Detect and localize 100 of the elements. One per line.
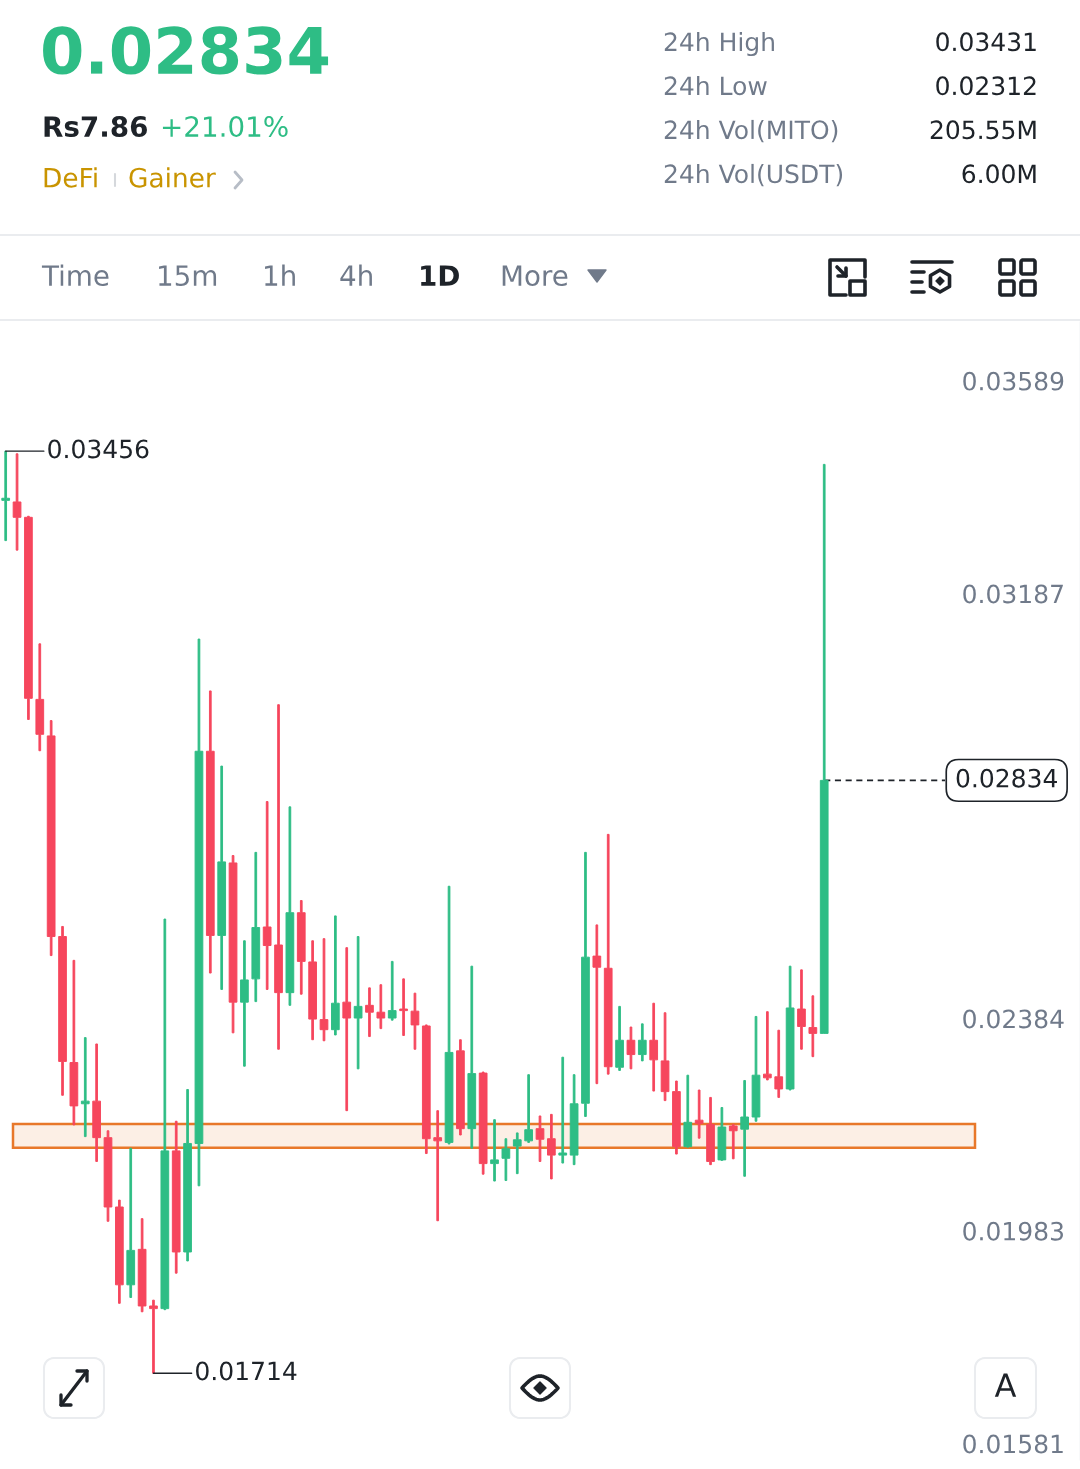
candlestick [603,833,613,1075]
candlestick [285,806,295,1006]
candlestick [751,1015,761,1122]
text: Gainer [129,167,216,188]
candlestick [103,1130,113,1222]
candlestick [205,690,215,974]
candlestick [240,940,249,1067]
annotation: 0.03456 [48,439,149,459]
candlestick [80,1037,90,1138]
candlestick [58,925,67,1096]
candlestick [319,938,329,1042]
candlestick [660,1012,670,1102]
candlestick [149,1299,158,1374]
candlestick [694,1089,704,1139]
candlestick [353,936,363,1070]
candlestick [251,851,261,1003]
candlestick [478,1071,488,1175]
candlestick [1,450,11,542]
candlestick [126,1147,136,1298]
candlestick [274,704,283,1050]
candlestick [433,1110,443,1222]
candlestick [456,1039,465,1136]
candlestick [160,918,170,1311]
candlestick [12,453,22,551]
candlestick [35,643,45,752]
y-tick-label: 0.03589 [963,371,1064,391]
candlestick [376,984,386,1030]
text: Rs7.86 [44,116,147,138]
text: 0.02834 [43,26,329,75]
candlestick [46,720,56,957]
candlestick [399,978,408,1036]
candlestick [194,638,204,1187]
candlestick [183,1089,192,1262]
candlestick [342,947,352,1112]
candlestick [421,1024,431,1155]
candlestick [69,959,79,1126]
candlestick [728,1123,738,1160]
candlestick [649,1002,659,1092]
candlestick [558,1056,568,1164]
candlestick [444,885,454,1145]
candlestick [535,1115,545,1162]
candlestick [137,1218,147,1313]
candlestick [569,1074,579,1166]
text: 0.03431 [936,32,1036,52]
text: Time [41,264,109,287]
text: 6.00M [962,164,1036,184]
text: 15m [159,265,217,287]
y-tick-label: 0.03187 [963,584,1063,604]
y-tick-label: 0.02384 [963,1009,1064,1029]
text: DeFi [44,167,97,188]
ref-line-label: 0.02834 [956,768,1057,788]
candlestick [615,1005,624,1071]
candlestick [547,1113,556,1180]
text: 0.02312 [936,76,1036,96]
text: 205.55M [930,120,1036,140]
candlestick [774,1029,784,1098]
text: 24h Vol(USDT) [664,163,843,187]
candlestick [92,1043,101,1162]
candlestick [171,1120,181,1274]
candlestick [262,801,272,990]
candlestick [365,987,374,1038]
text: 4h [340,264,372,286]
annotation: A [994,1373,1017,1397]
text: 1h [265,264,295,286]
candlestick [331,915,340,1036]
candlestick [217,765,227,990]
candlestick [410,992,420,1050]
candlestick [637,1023,647,1062]
candlestick [512,1132,522,1175]
candlestick [763,1011,772,1081]
candlestick [740,1080,749,1177]
candlestick [490,1119,499,1182]
candlestick [808,995,818,1058]
candlestick [626,1026,636,1070]
candlestick [819,463,829,1034]
candlestick [706,1096,715,1166]
candlestick [797,969,806,1050]
candlestick [228,855,238,1034]
text: 24h High [664,31,774,57]
candlestick [115,1199,124,1304]
text: More [502,265,568,287]
candlestick [592,924,602,1085]
text: +21.01% [162,116,288,138]
text: 24h Low [664,75,767,96]
annotation: 0.01714 [196,1361,297,1381]
candlestick [24,515,33,720]
candlestick [467,965,477,1149]
candlestick [387,960,397,1021]
candlestick [785,965,795,1091]
candlestick [296,900,306,995]
text: 1D [421,265,459,286]
candlestick [308,940,317,1041]
candlestick [717,1106,727,1161]
candlestick [683,1074,693,1148]
y-tick-label: 0.01581 [963,1434,1063,1454]
candlestick [672,1080,681,1155]
text: 24h Vol(MITO) [664,119,838,143]
candlestick [581,851,590,1117]
y-tick-label: 0.01983 [963,1221,1063,1241]
candlestick [524,1074,533,1143]
